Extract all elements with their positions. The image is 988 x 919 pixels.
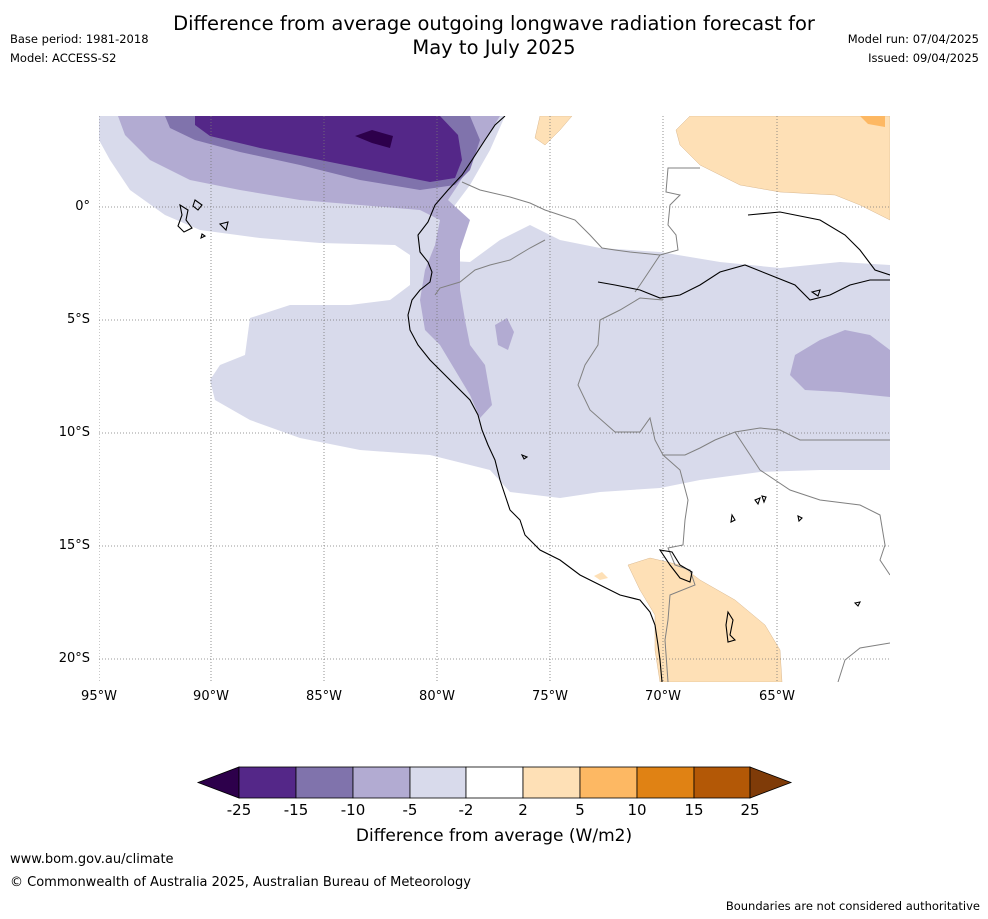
colorbar-tick: 10 [627, 801, 647, 819]
colorbar-tick: -2 [458, 801, 474, 819]
map-title-line1: Difference from average outgoing longwav… [173, 12, 815, 35]
issued-date: Issued: 09/04/2025 [868, 51, 979, 65]
anomaly-region-light [99, 116, 890, 498]
colorbar-swatch [238, 766, 297, 799]
colorbar-swatch [295, 766, 354, 799]
lon-label: 70°W [645, 689, 681, 704]
anomaly-region-very-strong [195, 116, 462, 182]
anomaly-region-extreme [355, 130, 393, 148]
colorbar-tick: -25 [226, 801, 252, 819]
map-title-line2: May to July 2025 [412, 36, 576, 59]
lon-label: 85°W [306, 689, 342, 704]
colorbar-tick: 15 [684, 801, 704, 819]
anomaly-region-medium-patch [495, 318, 514, 350]
lon-label: 80°W [419, 689, 455, 704]
anomaly-field [99, 116, 890, 682]
colorbar-swatch [352, 766, 411, 799]
lat-label: 15°S [58, 538, 90, 553]
coastlines [177, 116, 890, 682]
colorbar-extend-low [196, 766, 240, 799]
lat-label: 20°S [58, 651, 90, 666]
model-run: Model run: 07/04/2025 [847, 32, 979, 46]
colorbar-tick: 25 [740, 801, 760, 819]
model-name: Model: ACCESS-S2 [10, 51, 117, 65]
colorbar-swatch [693, 766, 751, 799]
positive-region-north-east-strong [860, 116, 885, 127]
colorbar-tick: -10 [340, 801, 366, 819]
lon-label: 95°W [81, 689, 117, 704]
colorbar-tick: 5 [575, 801, 585, 819]
lon-label: 90°W [193, 689, 229, 704]
colorbar-extend-high [749, 766, 793, 799]
anomaly-region-medium-east [790, 330, 890, 397]
lat-label: 10°S [58, 425, 90, 440]
colorbar-label: Difference from average (W/m2) [355, 826, 633, 846]
colorbar-tick: -15 [283, 801, 309, 819]
footer-copyright: © Commonwealth of Australia 2025, Austra… [10, 875, 471, 890]
map-panel [99, 116, 890, 682]
colorbar [196, 766, 793, 799]
anomaly-region-medium-north [118, 116, 500, 418]
colorbar-swatch [636, 766, 695, 799]
colorbar-swatch [465, 766, 524, 799]
map-title: Difference from average outgoing longwav… [0, 12, 988, 60]
country-borders [434, 167, 890, 682]
positive-region-south-patch [594, 572, 608, 580]
colorbar-tick: 2 [518, 801, 528, 819]
colorbar-tick: -5 [402, 801, 418, 819]
colorbar-swatch [522, 766, 581, 799]
lon-label: 75°W [532, 689, 568, 704]
colorbar-swatch [409, 766, 467, 799]
positive-region-south [627, 557, 783, 682]
footer-url[interactable]: www.bom.gov.au/climate [10, 852, 174, 867]
gridlines [99, 116, 890, 682]
footer-disclaimer: Boundaries are not considered authoritat… [725, 899, 980, 913]
lon-label: 65°W [759, 689, 795, 704]
base-period: Base period: 1981-2018 [10, 32, 149, 46]
positive-region-north [534, 116, 573, 146]
lat-label: 5°S [66, 312, 90, 327]
colorbar-swatch [579, 766, 638, 799]
positive-region-north-east [675, 116, 890, 221]
lat-label: 0° [75, 199, 90, 214]
